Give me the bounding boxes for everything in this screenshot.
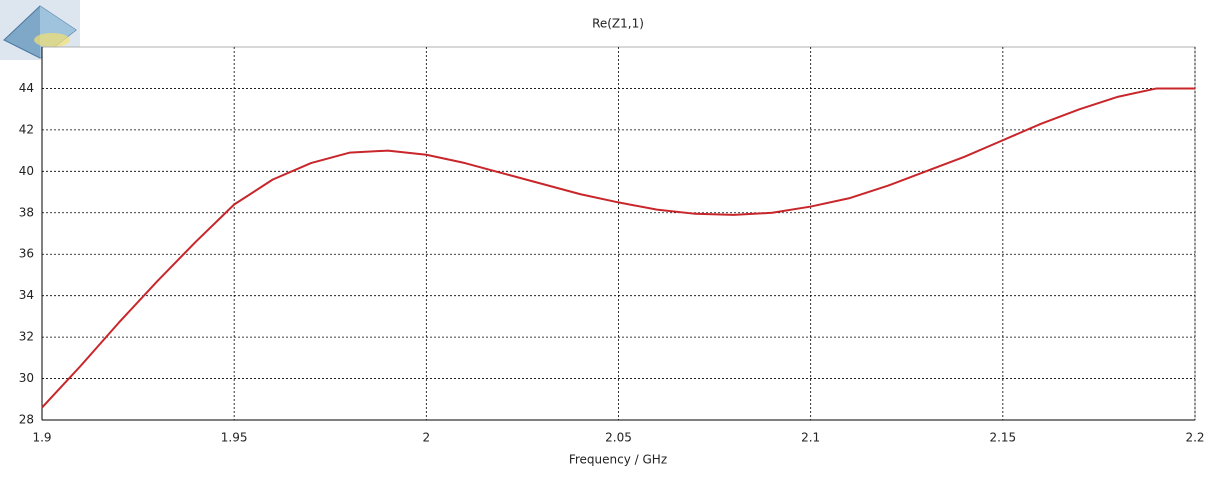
y-tick-label: 28 — [19, 413, 34, 427]
x-axis-label: Frequency / GHz — [569, 453, 667, 467]
y-tick-label: 44 — [19, 81, 34, 95]
x-tick-label: 1.95 — [221, 431, 248, 445]
x-tick-label: 2 — [423, 431, 431, 445]
y-tick-label: 36 — [19, 247, 34, 261]
plot-area — [41, 46, 1196, 421]
chart-title: Re(Z1,1) — [592, 17, 644, 31]
y-tick-label: 42 — [19, 122, 34, 136]
x-tick-label: 2.15 — [989, 431, 1016, 445]
x-tick-label: 2.1 — [801, 431, 820, 445]
y-tick-label: 38 — [19, 205, 34, 219]
x-tick-label: 2.2 — [1185, 431, 1204, 445]
y-tick-label: 34 — [19, 288, 34, 302]
logo — [0, 0, 80, 60]
y-tick-label: 40 — [19, 164, 34, 178]
y-tick-label: 32 — [19, 330, 34, 344]
y-tick-label: 30 — [19, 371, 34, 385]
x-tick-label: 1.9 — [32, 431, 51, 445]
x-tick-label: 2.05 — [605, 431, 632, 445]
line-series — [41, 87, 1195, 409]
